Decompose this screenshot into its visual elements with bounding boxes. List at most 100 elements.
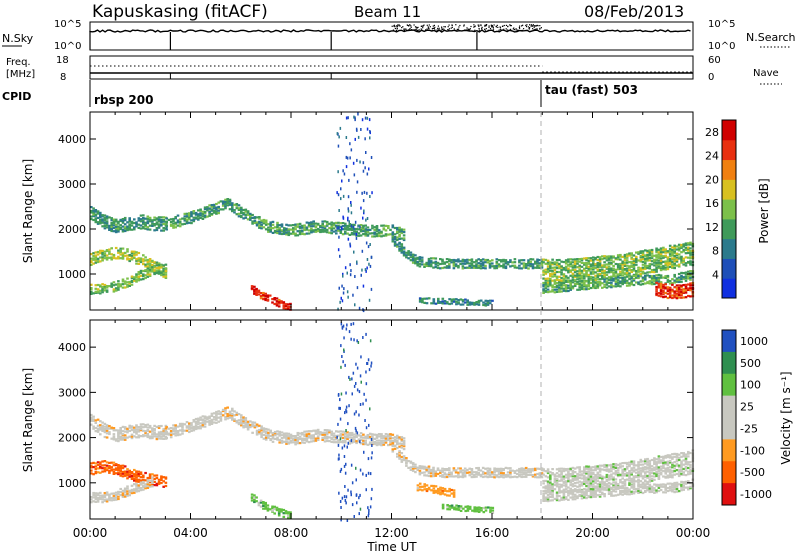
- scatter-cell: [94, 284, 98, 287]
- scatter-cell: [135, 276, 138, 279]
- scatter-cell: [560, 483, 563, 486]
- scatter-cell: [117, 431, 120, 434]
- scatter-cell: [144, 424, 147, 427]
- scatter-cell: [538, 467, 542, 470]
- scatter-cell: [680, 261, 683, 264]
- scatter-cell: [117, 490, 120, 493]
- scatter-cell: [580, 269, 584, 272]
- scatter-cell: [673, 248, 676, 251]
- scatter-cell: [142, 222, 145, 225]
- scatter-cell: [146, 258, 150, 262]
- search-dot: [537, 25, 539, 27]
- scatter-cell: [296, 433, 300, 437]
- scatter-cell: [420, 259, 424, 262]
- scatter-cell: [573, 495, 577, 498]
- scatter-cell: [589, 267, 593, 270]
- scatter-cell: [103, 224, 107, 227]
- scatter-cell: [621, 255, 624, 258]
- scatter-cell: [119, 470, 122, 473]
- scatter-cell: [319, 433, 322, 436]
- scatter-cell: [137, 434, 141, 437]
- scatter-cell: [555, 475, 559, 478]
- scatter-cell: [546, 484, 550, 487]
- scatter-cell: [148, 430, 152, 433]
- scatter-cell: [130, 279, 134, 282]
- scatter-cell: [217, 420, 220, 423]
- scatter-cell: [628, 266, 631, 269]
- scatter-cell: [639, 270, 643, 273]
- scatter-cell: [625, 472, 629, 475]
- scatter-cell: [371, 433, 374, 436]
- scatter-cell: [666, 468, 670, 471]
- scatter-cell: [603, 463, 606, 467]
- scatter-cell: [569, 469, 572, 472]
- scatter-cell: [377, 443, 381, 446]
- scatter-cell: [637, 485, 640, 488]
- scatter-cell: [427, 259, 431, 262]
- scatter-cell: [635, 260, 638, 264]
- scatter-cell: [215, 210, 218, 213]
- scatter-cell: [273, 298, 276, 301]
- scatter-cell: [637, 473, 640, 477]
- scatter-cell: [687, 275, 690, 278]
- scatter-cell: [619, 493, 622, 496]
- scatter-cell: [662, 461, 665, 464]
- scatter-cell: [680, 257, 683, 260]
- scatter-speckle: [346, 271, 348, 275]
- scatter-cell: [90, 215, 93, 218]
- scatter-cell: [664, 254, 667, 257]
- scatter-cell: [509, 467, 512, 470]
- scatter-cell: [475, 301, 478, 304]
- scatter-cell: [596, 283, 600, 286]
- scatter-cell: [101, 253, 104, 256]
- scatter-cell: [623, 484, 627, 487]
- scatter-cell: [353, 433, 356, 436]
- scatter-cell: [215, 208, 218, 211]
- scatter-cell: [398, 241, 401, 244]
- scatter-cell: [142, 488, 145, 491]
- scatter-speckle: [362, 216, 364, 220]
- scatter-cell: [344, 227, 347, 230]
- scatter-cell: [103, 427, 107, 431]
- scatter-cell: [441, 475, 444, 478]
- scatter-cell: [94, 430, 98, 433]
- scatter-cell: [108, 228, 111, 231]
- scatter-cell: [689, 253, 692, 256]
- scatter-cell: [466, 266, 469, 269]
- scatter-cell: [641, 251, 645, 254]
- scatter-cell: [99, 491, 102, 494]
- scatter-cell: [328, 231, 331, 234]
- scatter-cell: [432, 470, 435, 473]
- scatter-cell: [504, 265, 508, 268]
- scatter-cell: [427, 470, 431, 473]
- scatter-cell: [671, 252, 674, 256]
- scatter-cell: [493, 467, 496, 470]
- scatter-cell: [117, 495, 120, 498]
- scatter-cell: [249, 420, 252, 423]
- scatter-cell: [573, 276, 577, 279]
- scatter-cell: [162, 476, 165, 479]
- scatter-cell: [682, 250, 685, 253]
- scatter-cell: [292, 232, 295, 235]
- scatter-cell: [221, 202, 225, 205]
- scatter-cell: [117, 288, 120, 291]
- scatter-cell: [562, 277, 566, 280]
- scatter-cell: [287, 233, 291, 237]
- search-dot: [406, 29, 408, 31]
- scatter-cell: [119, 249, 122, 253]
- scatter-cell: [364, 439, 367, 442]
- scatter-cell: [105, 493, 109, 496]
- scatter-cell: [121, 430, 125, 433]
- scatter-cell: [439, 471, 442, 474]
- scatter-cell: [684, 466, 688, 470]
- scatter-cell: [524, 264, 528, 267]
- scatter-cell: [382, 234, 386, 237]
- scatter-cell: [641, 276, 645, 279]
- scatter-cell: [529, 469, 532, 472]
- scatter-cell: [612, 486, 615, 489]
- scatter-cell: [289, 224, 293, 227]
- search-dot: [478, 25, 480, 28]
- scatter-cell: [621, 491, 624, 494]
- scatter-cell: [495, 467, 499, 470]
- scatter-cell: [203, 214, 207, 217]
